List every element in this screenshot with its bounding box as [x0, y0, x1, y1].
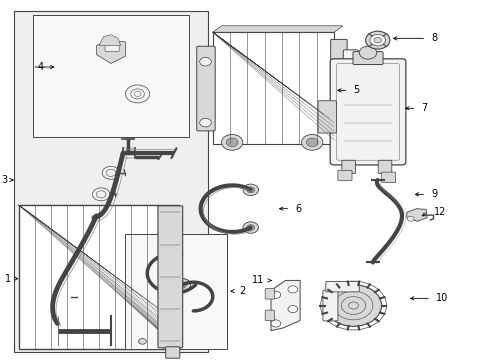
Circle shape [342, 105, 361, 119]
Circle shape [199, 57, 211, 66]
FancyBboxPatch shape [265, 310, 274, 320]
Circle shape [247, 187, 255, 193]
Circle shape [170, 250, 178, 257]
Circle shape [125, 85, 150, 103]
Polygon shape [271, 280, 300, 330]
Text: 4: 4 [37, 62, 43, 72]
FancyBboxPatch shape [158, 206, 183, 348]
FancyBboxPatch shape [105, 42, 119, 51]
FancyBboxPatch shape [33, 15, 189, 137]
Circle shape [306, 138, 318, 147]
Polygon shape [407, 209, 427, 221]
Circle shape [370, 34, 386, 46]
Text: 12: 12 [434, 207, 446, 217]
Text: 11: 11 [251, 275, 264, 285]
Circle shape [53, 290, 71, 303]
Circle shape [165, 247, 183, 260]
Text: 5: 5 [353, 85, 360, 95]
FancyBboxPatch shape [330, 59, 406, 165]
Circle shape [173, 279, 191, 291]
Circle shape [226, 138, 238, 147]
Circle shape [243, 184, 259, 195]
Circle shape [93, 188, 110, 201]
FancyBboxPatch shape [125, 234, 227, 348]
FancyBboxPatch shape [265, 289, 274, 299]
FancyBboxPatch shape [323, 290, 338, 321]
FancyBboxPatch shape [326, 282, 359, 292]
Circle shape [271, 291, 281, 298]
Polygon shape [99, 35, 121, 45]
FancyBboxPatch shape [14, 12, 208, 352]
Text: 7: 7 [421, 103, 428, 113]
Circle shape [102, 166, 120, 179]
Circle shape [139, 338, 147, 344]
FancyBboxPatch shape [342, 160, 355, 174]
Text: 10: 10 [436, 293, 448, 303]
Circle shape [243, 222, 259, 233]
Circle shape [374, 37, 381, 43]
FancyBboxPatch shape [331, 40, 347, 141]
FancyBboxPatch shape [197, 46, 215, 131]
Circle shape [325, 285, 382, 326]
Text: 1: 1 [5, 274, 11, 284]
Polygon shape [97, 40, 125, 63]
Circle shape [288, 286, 297, 293]
FancyBboxPatch shape [213, 32, 334, 144]
Circle shape [247, 225, 255, 230]
FancyBboxPatch shape [378, 160, 392, 174]
Circle shape [359, 46, 377, 59]
Circle shape [407, 216, 414, 221]
Text: 8: 8 [431, 33, 437, 43]
Circle shape [271, 320, 281, 327]
Circle shape [301, 134, 323, 150]
Circle shape [288, 306, 297, 313]
Text: 6: 6 [295, 204, 301, 214]
Circle shape [199, 118, 211, 127]
Text: 3: 3 [1, 175, 7, 185]
Polygon shape [213, 26, 343, 32]
FancyBboxPatch shape [382, 172, 395, 183]
FancyBboxPatch shape [166, 347, 180, 358]
FancyBboxPatch shape [19, 205, 179, 348]
FancyBboxPatch shape [343, 50, 358, 127]
Circle shape [221, 134, 243, 150]
FancyBboxPatch shape [318, 101, 337, 133]
Text: 9: 9 [431, 189, 437, 199]
Circle shape [177, 282, 186, 288]
Circle shape [366, 31, 390, 49]
FancyBboxPatch shape [338, 170, 352, 181]
Text: 2: 2 [240, 286, 245, 296]
FancyBboxPatch shape [353, 51, 383, 64]
